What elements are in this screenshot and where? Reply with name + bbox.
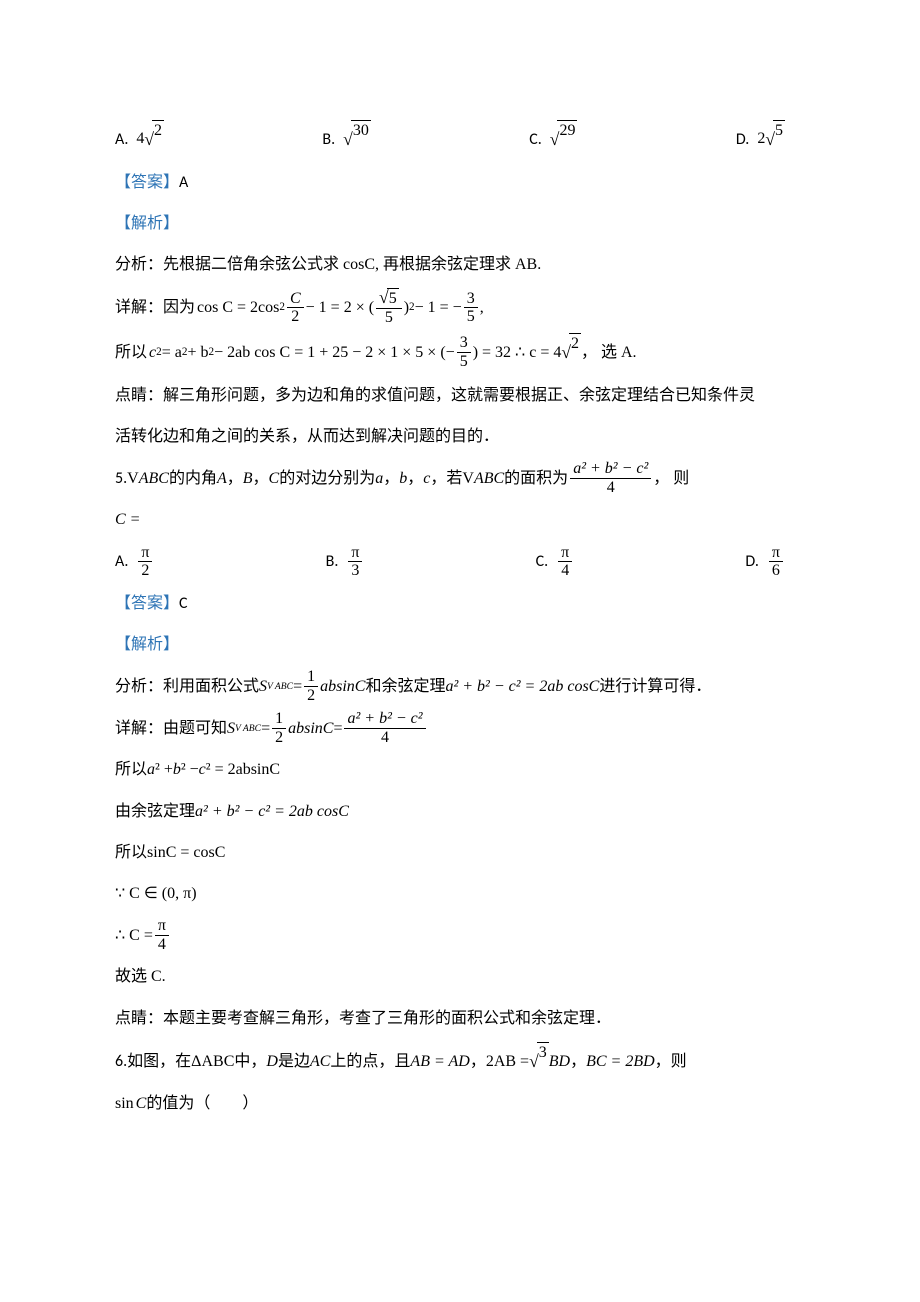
q5-option-c: C. π4 <box>536 544 575 580</box>
option-label: D. <box>745 544 759 579</box>
page: A. 42 B. 30 C. 29 D. 25 【答案】A 【解析】 分析：先 <box>0 0 920 1168</box>
q5-stem-1: 5. V ABC 的内角 A ， B ， C 的对边分别为 a ， b ， c … <box>115 460 805 496</box>
q4-detail-1: 详解：因为 cos C = 2cos2 C2 − 1 = 2 × ( 55 )2… <box>115 288 805 327</box>
q4-option-d: D. 25 <box>736 120 785 159</box>
option-label: A. <box>115 544 128 579</box>
option-label: C. <box>529 122 542 157</box>
q5-answer: 【答案】C <box>115 586 805 621</box>
q4-analysis-text: 分析：先根据二倍角余弦公式求 cosC, 再根据余弦定理求 AB. <box>115 247 805 282</box>
q5-sincos: 所以 sinC = cosC <box>115 835 805 870</box>
q4-options: A. 42 B. 30 C. 29 D. 25 <box>115 120 805 159</box>
q5-stem-2: C = <box>115 502 805 537</box>
q5-analysis-label: 【解析】 <box>115 627 805 662</box>
q4-option-c: C. 29 <box>529 120 577 159</box>
q5-options: A. π2 B. π3 C. π4 D. π6 <box>115 544 805 580</box>
q4-detail-2: 所以 c2 = a2 + b2 − 2ab cos C = 1 + 25 − 2… <box>115 333 805 372</box>
q5-so-line: 所以 a² + b² − c² = 2absinC <box>115 752 805 787</box>
q5-therefore: ∴ C = π4 <box>115 917 805 953</box>
answer-value: C <box>179 586 188 621</box>
q5-law-line: 由余弦定理 a² + b² − c² = 2ab cosC <box>115 794 805 829</box>
option-label: A. <box>115 122 128 157</box>
q5-option-d: D. π6 <box>745 544 785 580</box>
q6-stem-1: 6. 如图，在 ΔABC 中， D 是边 AC 上的点，且 AB = AD ， … <box>115 1042 805 1081</box>
option-label: B. <box>322 122 335 157</box>
q5-analysis: 分析：利用面积公式 SV ABC = 12 absinC 和余弦定理 a² + … <box>115 668 805 704</box>
q4-note-2: 活转化边和角之间的关系，从而达到解决问题的目的． <box>115 419 805 454</box>
answer-label: 【答案】 <box>115 586 179 621</box>
option-label: D. <box>736 122 750 157</box>
q4-note-1: 点睛：解三角形问题，多为边和角的求值问题，这就需要根据正、余弦定理结合已知条件灵 <box>115 378 805 413</box>
option-value: 30 <box>343 120 371 159</box>
q4-option-a: A. 42 <box>115 120 164 159</box>
q4-option-b: B. 30 <box>322 120 370 159</box>
q5-hence: 故选 C. <box>115 959 805 994</box>
option-label: C. <box>536 544 549 579</box>
option-value: 29 <box>550 120 578 159</box>
q5-because: ∵ C ∈ (0, π) <box>115 876 805 911</box>
answer-value: A <box>179 165 188 200</box>
option-label: B. <box>326 544 339 579</box>
q5-detail: 详解：由题可知 SV ABC = 12 absinC = a² + b² − c… <box>115 710 805 746</box>
q5-note: 点睛：本题主要考查解三角形，考查了三角形的面积公式和余弦定理． <box>115 1001 805 1036</box>
q5-option-a: A. π2 <box>115 544 154 580</box>
q4-answer: 【答案】A <box>115 165 805 200</box>
option-value: 42 <box>136 120 164 159</box>
option-value: 25 <box>757 120 785 159</box>
q5-option-b: B. π3 <box>326 544 365 580</box>
q6-stem-2: sin C 的值为（ ） <box>115 1086 805 1121</box>
answer-label: 【答案】 <box>115 165 179 200</box>
q4-analysis-label: 【解析】 <box>115 206 805 241</box>
